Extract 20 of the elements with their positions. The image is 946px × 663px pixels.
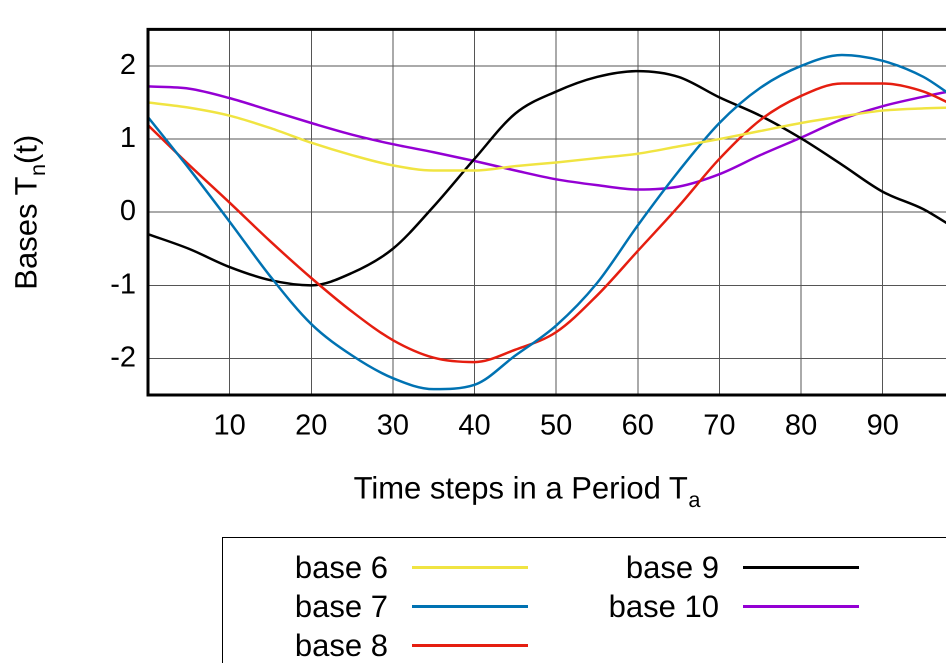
x-tick-label: 40 <box>458 409 491 442</box>
x-tick-label: 20 <box>295 409 328 442</box>
x-tick-label: 60 <box>622 409 654 442</box>
y-tick-label: 2 <box>120 48 136 81</box>
y-tick-label: -2 <box>110 341 136 374</box>
legend-label: base 7 <box>294 588 388 624</box>
legend-label: base 6 <box>294 550 388 586</box>
y-axis-title: Bases Tn(t) <box>8 134 50 290</box>
legend-label: base 10 <box>608 588 719 624</box>
x-tick-label: 90 <box>866 409 899 442</box>
x-tick-label: 70 <box>703 409 736 442</box>
x-tick-label: 80 <box>784 409 818 442</box>
x-tick-label: 30 <box>376 409 410 442</box>
legend-label: base 8 <box>294 628 388 663</box>
x-tick-label: 10 <box>214 409 246 442</box>
y-tick-label: 0 <box>120 195 136 228</box>
x-tick-label: 50 <box>540 409 572 442</box>
y-tick-label: 1 <box>120 122 136 154</box>
y-tick-label: -1 <box>110 268 136 300</box>
legend-label: base 9 <box>624 550 719 586</box>
